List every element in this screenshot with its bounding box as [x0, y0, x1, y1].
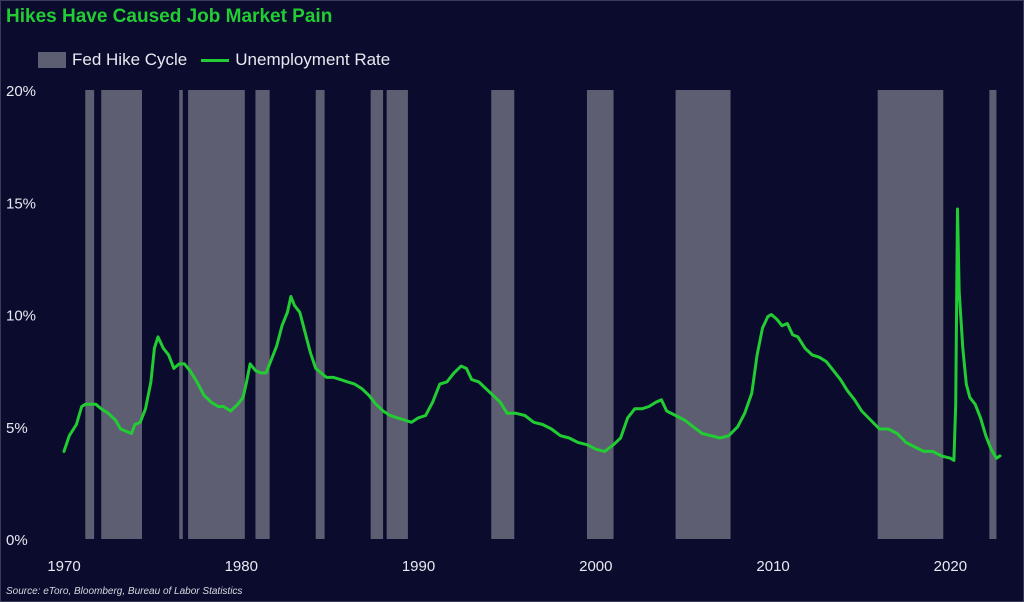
legend-swatch-unemployment — [201, 58, 230, 62]
y-axis: 0% 5% 10% 15% 20% — [6, 83, 36, 549]
y-tick-label: 20% — [6, 83, 36, 100]
chart-title: Hikes Have Caused Job Market Pain — [6, 6, 333, 27]
x-axis: 1970 1980 1990 2000 2010 2020 — [47, 558, 967, 575]
legend: Fed Hike Cycle Unemployment Rate — [38, 50, 390, 70]
hike-band-11 — [877, 90, 944, 539]
unemployment-rate-line — [62, 207, 1002, 462]
y-tick-label: 5% — [6, 420, 28, 437]
legend-label-hike: Fed Hike Cycle — [72, 50, 188, 69]
hike-band-12 — [989, 90, 997, 539]
source-note: Source: eToro, Bloomberg, Bureau of Labo… — [6, 586, 243, 597]
hike-band-4 — [255, 90, 270, 539]
legend-label-unemployment: Unemployment Rate — [235, 50, 391, 69]
x-tick-label: 1970 — [47, 558, 80, 575]
x-tick-label: 2010 — [756, 558, 789, 575]
y-tick-label: 10% — [6, 308, 36, 325]
hike-band-0 — [85, 90, 95, 539]
legend-swatch-hike — [38, 52, 66, 68]
hike-band-6 — [370, 90, 384, 539]
y-tick-label: 15% — [6, 195, 36, 212]
hike-band-9 — [586, 90, 614, 539]
x-tick-label: 2020 — [934, 558, 967, 575]
hike-band-3 — [188, 90, 245, 539]
x-tick-label: 2000 — [579, 558, 612, 575]
hike-band-2 — [179, 90, 183, 539]
hike-band-5 — [315, 90, 325, 539]
hike-band-10 — [675, 90, 731, 539]
x-tick-label: 1980 — [225, 558, 258, 575]
hike-band-1 — [101, 90, 142, 539]
hike-band-7 — [386, 90, 408, 539]
y-tick-label: 0% — [6, 532, 28, 549]
hike-bands — [85, 90, 997, 539]
hike-band-8 — [491, 90, 515, 539]
x-tick-label: 1990 — [402, 558, 435, 575]
